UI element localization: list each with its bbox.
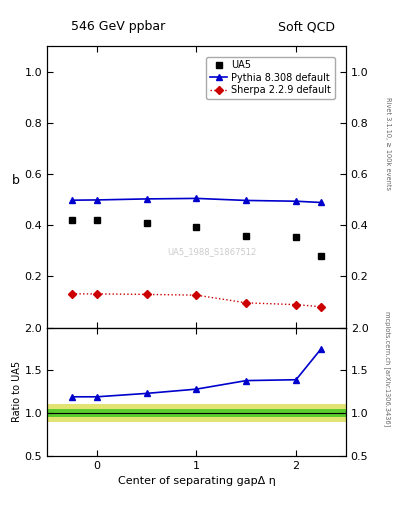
Sherpa 2.2.9 default	[194, 292, 199, 298]
Pythia 8.308 default	[144, 196, 149, 202]
Pythia 8.308 default	[70, 197, 74, 203]
Sherpa 2.2.9 default	[244, 300, 249, 306]
UA5	[194, 223, 199, 229]
Text: Soft QCD: Soft QCD	[278, 20, 335, 33]
Text: Rivet 3.1.10, ≥ 100k events: Rivet 3.1.10, ≥ 100k events	[385, 97, 391, 190]
Text: 546 GeV ppbar: 546 GeV ppbar	[71, 20, 165, 33]
UA5	[144, 220, 149, 226]
Text: UA5_1988_S1867512: UA5_1988_S1867512	[167, 247, 256, 256]
Line: Sherpa 2.2.9 default: Sherpa 2.2.9 default	[69, 291, 324, 309]
Pythia 8.308 default	[95, 197, 99, 203]
Sherpa 2.2.9 default	[294, 302, 298, 308]
Y-axis label: Ratio to UA5: Ratio to UA5	[12, 361, 22, 422]
Pythia 8.308 default	[194, 195, 199, 201]
UA5	[95, 217, 99, 223]
UA5	[70, 217, 74, 223]
Sherpa 2.2.9 default	[319, 304, 323, 310]
Sherpa 2.2.9 default	[70, 291, 74, 297]
Y-axis label: b: b	[12, 174, 20, 187]
Sherpa 2.2.9 default	[144, 291, 149, 297]
UA5	[294, 233, 298, 240]
X-axis label: Center of separating gapΔ η: Center of separating gapΔ η	[118, 476, 275, 486]
Line: UA5: UA5	[68, 217, 325, 260]
UA5	[319, 253, 323, 259]
Bar	[47, 409, 346, 417]
Bar	[47, 404, 346, 421]
Pythia 8.308 default	[294, 198, 298, 204]
Text: mcplots.cern.ch [arXiv:1306.3436]: mcplots.cern.ch [arXiv:1306.3436]	[384, 311, 391, 426]
Pythia 8.308 default	[319, 199, 323, 205]
Pythia 8.308 default	[244, 197, 249, 203]
Line: Pythia 8.308 default: Pythia 8.308 default	[68, 195, 325, 206]
UA5	[244, 232, 249, 239]
Sherpa 2.2.9 default	[95, 291, 99, 297]
Legend: UA5, Pythia 8.308 default, Sherpa 2.2.9 default: UA5, Pythia 8.308 default, Sherpa 2.2.9 …	[206, 56, 335, 99]
